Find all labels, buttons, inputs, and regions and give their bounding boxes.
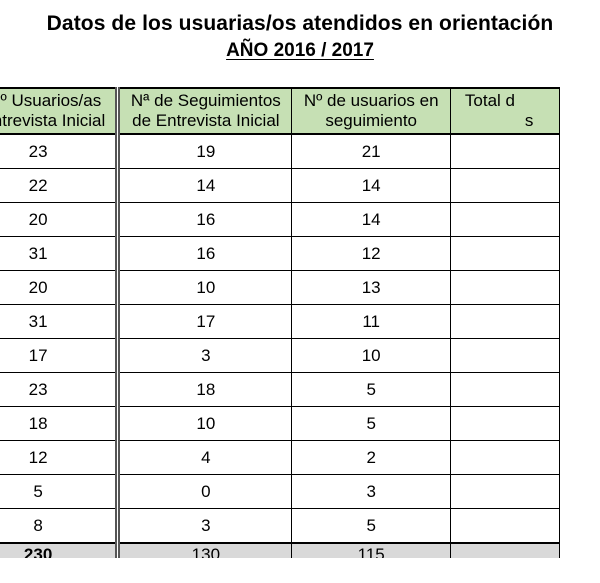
table-cell: 21 [291,133,451,169]
total-cell: 230 [0,542,121,558]
table-cell: 12 [291,236,451,271]
table-cell: 14 [291,202,451,237]
table-cell: 20 [0,270,121,305]
table-cell: 31 [0,236,121,271]
table-cell [449,304,561,339]
header-total: Total d s [449,87,561,135]
table-cell [449,202,561,237]
table-row: 20 10 13 [0,270,561,305]
table-cell: 12 [0,440,121,475]
table-cell: 4 [117,440,293,475]
table-row: 17 3 10 [0,338,561,373]
table-cell: 23 [0,372,121,407]
table-cell [449,372,561,407]
table-cell: 3 [117,508,293,544]
table-body: 23 19 21 22 14 14 20 16 14 31 16 12 20 10 13 31 17 11 17 3 1… [0,133,561,558]
table-cell: 5 [291,508,451,544]
table-cell: 31 [0,304,121,339]
table-cell [449,406,561,441]
total-cell: 115 [291,542,451,558]
table-row: 12 4 2 [0,440,561,475]
header-usuarios-entrevista-inicial: Nº Usuarios/as Entrevista Inicial [0,87,121,135]
table-cell: 8 [0,508,121,544]
page-title: Datos de los usuarias/os atendidos en or… [46,12,554,35]
table-cell: 16 [117,236,293,271]
table-row: 20 16 14 [0,202,561,237]
table-cell: 20 [0,202,121,237]
table-cell [449,133,561,169]
total-cell [449,542,561,558]
table-cell [449,474,561,509]
table-cell [449,508,561,544]
table-cell [449,236,561,271]
totals-row: 230 130 115 [0,542,561,558]
table-header: Nº Usuarios/as Entrevista Inicial Nª de … [0,87,561,135]
table-cell: 11 [291,304,451,339]
table-row: 31 17 11 [0,304,561,339]
table-row: 22 14 14 [0,168,561,203]
table-cell: 19 [117,133,293,169]
data-table: Nº Usuarios/as Entrevista Inicial Nª de … [0,87,561,558]
table-cell: 13 [291,270,451,305]
total-cell: 130 [117,542,293,558]
table-cell: 5 [291,372,451,407]
table-cell: 17 [0,338,121,373]
table-row: 18 10 5 [0,406,561,441]
table-cell: 0 [117,474,293,509]
table-cell: 10 [117,270,293,305]
table-cell: 17 [117,304,293,339]
table-cell: 2 [291,440,451,475]
table-cell: 14 [291,168,451,203]
table-cell: 18 [0,406,121,441]
table-cell: 18 [117,372,293,407]
table-row: 23 18 5 [0,372,561,407]
table-cell: 5 [0,474,121,509]
table-cell: 3 [117,338,293,373]
table-cell [449,338,561,373]
table-row: 31 16 12 [0,236,561,271]
header-seguimientos-entrevista-inicial: Nª de Seguimientos de Entrevista Inicial [117,87,293,135]
year-label: AÑO 2016 / 2017 [226,40,374,61]
page-subtitle: AÑO 2016 / 2017 [0,40,600,62]
table-row: 23 19 21 [0,133,561,169]
table-cell [449,270,561,305]
table-cell: 10 [291,338,451,373]
table-cell: 22 [0,168,121,203]
table-cell: 3 [291,474,451,509]
table-cell: 23 [0,133,121,169]
header-usuarios-en-seguimiento: Nº de usuarios en seguimiento [291,87,451,135]
table-cell [449,168,561,203]
table-cell [449,440,561,475]
table-cell: 16 [117,202,293,237]
data-table-container: Nº Usuarios/as Entrevista Inicial Nª de … [0,87,600,558]
table-cell: 14 [117,168,293,203]
table-cell: 5 [291,406,451,441]
table-cell: 10 [117,406,293,441]
